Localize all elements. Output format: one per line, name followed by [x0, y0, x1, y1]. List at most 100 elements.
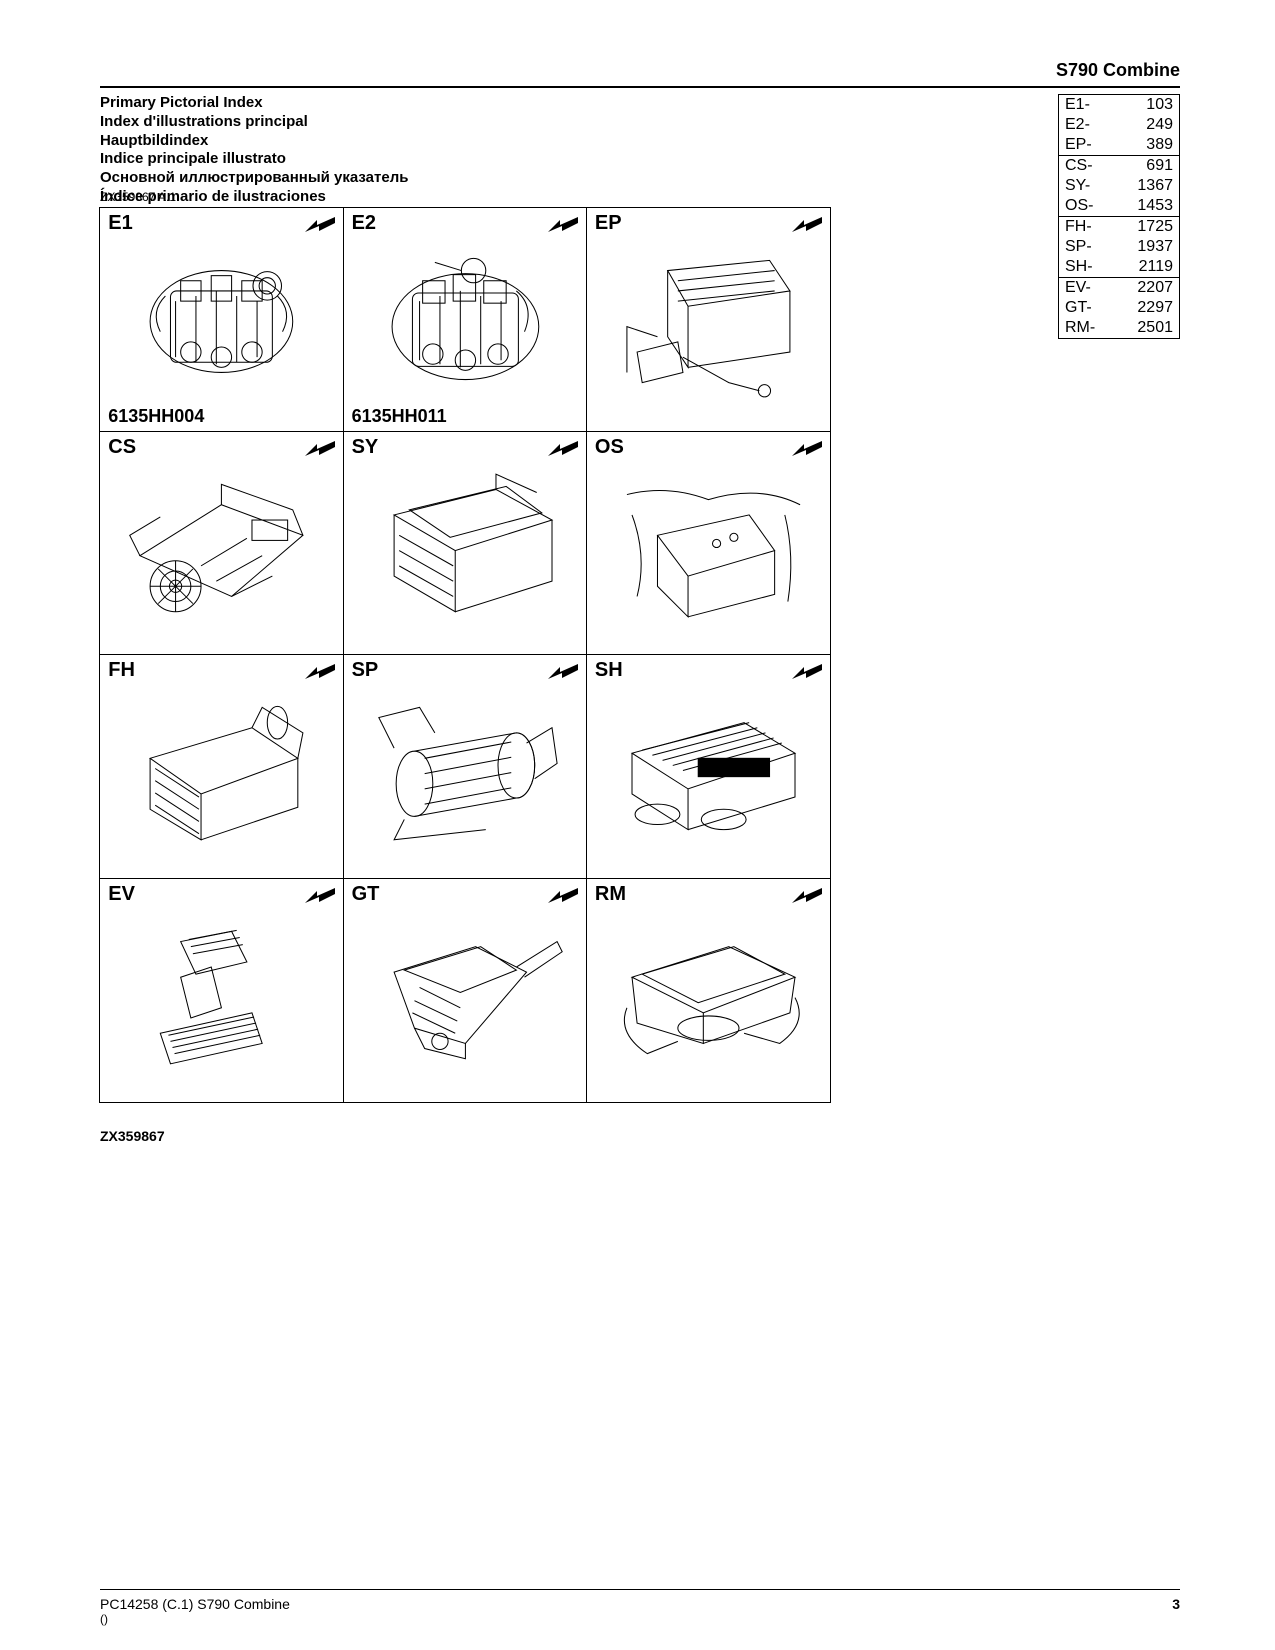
header-rule	[100, 86, 1180, 88]
cell-code: EV	[108, 883, 135, 906]
cell-code: EP	[595, 212, 622, 235]
index-row[interactable]: EV- 2207	[1059, 278, 1179, 298]
product-title: S790 Combine	[1056, 60, 1180, 81]
cell-code: SY	[352, 436, 379, 459]
cab-wiring-drawing	[595, 464, 822, 627]
title-de: Hauptbildindex	[100, 132, 408, 151]
index-row[interactable]: SP-1937	[1059, 237, 1179, 257]
link-arrow-icon	[305, 438, 335, 456]
cell-code: E2	[352, 212, 376, 235]
cell-e1[interactable]: E1 6135HH004	[99, 207, 344, 432]
cell-subcode: 6135HH004	[108, 406, 204, 427]
elevator-drawing	[108, 911, 335, 1074]
chassis-drawing	[108, 464, 335, 627]
link-arrow-icon	[548, 661, 578, 679]
cell-code: E1	[108, 212, 132, 235]
cell-ep[interactable]: EP	[586, 207, 831, 432]
index-row[interactable]: EP- 389	[1059, 135, 1179, 155]
cooling-assembly-drawing	[595, 240, 822, 403]
index-code: E1-	[1065, 95, 1090, 115]
index-page: 1367	[1137, 176, 1173, 196]
cell-code: SP	[352, 659, 379, 682]
index-page: 691	[1146, 156, 1173, 176]
figure-reference: ZX359867	[100, 1128, 165, 1144]
index-row[interactable]: E1- 103	[1059, 95, 1179, 115]
cell-fh[interactable]: FH	[99, 654, 344, 879]
title-ru: Основной иллюстрированный указатель	[100, 169, 408, 188]
page-footer: PC14258 (C.1) S790 Combine 3	[100, 1596, 1180, 1612]
cell-e2[interactable]: E2 6135HH011	[343, 207, 588, 432]
link-arrow-icon	[548, 438, 578, 456]
link-arrow-icon	[792, 661, 822, 679]
link-arrow-icon	[548, 885, 578, 903]
index-code: GT-	[1065, 298, 1092, 318]
page-index-box: E1- 103 E2- 249 EP- 389 CS- 691 SY- 1367 OS- 1…	[1058, 94, 1180, 339]
index-row[interactable]: SH- 2119	[1059, 257, 1179, 277]
cell-code: GT	[352, 883, 380, 906]
cell-rm[interactable]: RM	[586, 878, 831, 1103]
grain-tank-unload-drawing	[352, 911, 579, 1074]
index-row[interactable]: CS- 691	[1059, 156, 1179, 176]
title-fr: Index d'illustrations principal	[100, 113, 408, 132]
link-arrow-icon	[305, 885, 335, 903]
index-row[interactable]: SY- 1367	[1059, 176, 1179, 196]
link-arrow-icon	[305, 661, 335, 679]
cell-sp[interactable]: SP	[343, 654, 588, 879]
shoe-drawing	[595, 687, 822, 850]
cell-sy[interactable]: SY	[343, 431, 588, 656]
index-page: 1725	[1137, 217, 1173, 237]
page-number: 3	[1172, 1596, 1180, 1612]
title-en: Primary Pictorial Index	[100, 94, 408, 113]
index-code: E2-	[1065, 115, 1090, 135]
cell-ev[interactable]: EV	[99, 878, 344, 1103]
index-code: OS-	[1065, 196, 1093, 216]
index-code: SY-	[1065, 176, 1090, 196]
link-arrow-icon	[792, 885, 822, 903]
cell-code: SH	[595, 659, 623, 682]
index-code: SH-	[1065, 257, 1093, 277]
index-page: 1453	[1137, 196, 1173, 216]
cell-code: OS	[595, 436, 624, 459]
doc-reference: ZX359867 A.1	[100, 190, 176, 204]
index-row[interactable]: E2- 249	[1059, 115, 1179, 135]
residue-drawing	[595, 911, 822, 1074]
index-page: 2119	[1139, 257, 1173, 277]
index-group: CS- 691 SY- 1367 OS- 1453	[1059, 156, 1179, 217]
index-code: EP-	[1065, 135, 1092, 155]
index-row[interactable]: RM-2501	[1059, 318, 1179, 338]
index-page: 389	[1146, 135, 1173, 155]
cell-code: FH	[108, 659, 135, 682]
index-page: 103	[1146, 95, 1173, 115]
index-page: 1937	[1137, 237, 1173, 257]
grain-tank-drawing	[352, 464, 579, 627]
index-code: CS-	[1065, 156, 1093, 176]
title-it: Indice principale illustrato	[100, 150, 408, 169]
cell-os[interactable]: OS	[586, 431, 831, 656]
engine-drawing	[352, 240, 579, 403]
link-arrow-icon	[792, 214, 822, 232]
pictorial-grid: E1 6135HH004 E2	[100, 208, 830, 1102]
index-group: EV- 2207 GT- 2297 RM-2501	[1059, 278, 1179, 338]
footer-sub: ()	[100, 1612, 108, 1626]
footer-rule	[100, 1589, 1180, 1590]
index-page: 249	[1146, 115, 1173, 135]
index-row[interactable]: FH- 1725	[1059, 217, 1179, 237]
cell-code: RM	[595, 883, 626, 906]
index-page: 2297	[1137, 298, 1173, 318]
cell-cs[interactable]: CS	[99, 431, 344, 656]
index-code: FH-	[1065, 217, 1092, 237]
cell-code: CS	[108, 436, 136, 459]
link-arrow-icon	[792, 438, 822, 456]
cell-gt[interactable]: GT	[343, 878, 588, 1103]
separator-drawing	[352, 687, 579, 850]
index-row[interactable]: GT- 2297	[1059, 298, 1179, 318]
index-row[interactable]: OS- 1453	[1059, 196, 1179, 216]
index-group: FH- 1725 SP-1937 SH- 2119	[1059, 217, 1179, 278]
cell-sh[interactable]: SH	[586, 654, 831, 879]
index-code: EV-	[1065, 278, 1091, 298]
index-code: RM-	[1065, 318, 1095, 338]
feederhouse-drawing	[108, 687, 335, 850]
index-page: 2207	[1137, 278, 1173, 298]
link-arrow-icon	[548, 214, 578, 232]
footer-left: PC14258 (C.1) S790 Combine	[100, 1596, 290, 1612]
